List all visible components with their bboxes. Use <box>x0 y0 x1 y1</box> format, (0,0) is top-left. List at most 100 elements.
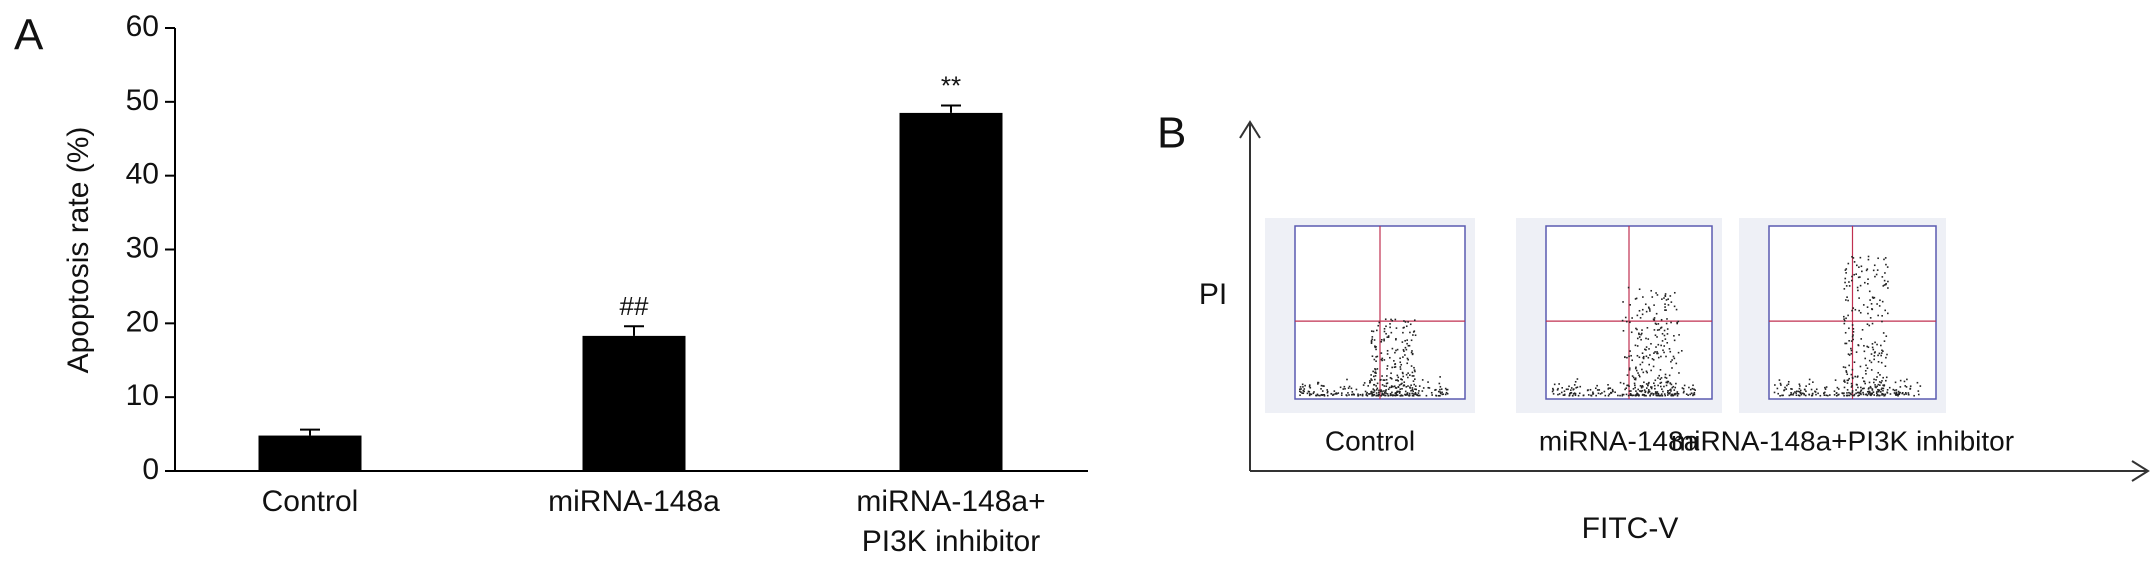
event-dot <box>1572 394 1574 397</box>
event-dot <box>1844 331 1847 334</box>
event-dot <box>1670 360 1672 363</box>
event-dot <box>1389 326 1391 329</box>
x-axis-title: FITC-V <box>1582 512 1679 545</box>
event-dot <box>1639 385 1642 387</box>
event-dot <box>1904 385 1907 387</box>
event-dot <box>1868 390 1870 393</box>
event-dot <box>1838 393 1840 396</box>
event-dot <box>1663 297 1665 299</box>
event-dot <box>1860 265 1863 268</box>
event-dot <box>1614 391 1616 394</box>
event-dot <box>1851 391 1854 394</box>
event-dot <box>1850 373 1853 376</box>
event-dot <box>1882 350 1884 352</box>
event-dot <box>1808 383 1811 385</box>
event-dot <box>1647 389 1650 391</box>
event-dot <box>1884 309 1887 312</box>
event-dot <box>1411 375 1414 377</box>
event-dot <box>1859 311 1862 314</box>
event-dot <box>1628 367 1631 369</box>
event-dot <box>1877 389 1880 391</box>
event-dot <box>1634 377 1637 380</box>
event-dot <box>1400 378 1402 380</box>
event-dot <box>1370 392 1372 395</box>
event-dot <box>1428 387 1431 389</box>
event-dot <box>1873 296 1876 299</box>
event-dot <box>1320 388 1322 390</box>
event-dot <box>1572 393 1575 395</box>
event-dot <box>1414 385 1417 387</box>
event-dot <box>1386 365 1389 367</box>
event-dot <box>1869 393 1872 395</box>
event-dot <box>1687 394 1689 396</box>
event-dot <box>1399 366 1402 368</box>
event-dot <box>1681 387 1684 389</box>
event-dot <box>1692 384 1694 387</box>
event-dot <box>1370 339 1373 342</box>
event-dot <box>1661 388 1663 390</box>
event-dot <box>1848 391 1850 394</box>
event-dot <box>1683 390 1685 393</box>
event-dot <box>1379 390 1382 393</box>
event-dot <box>1878 352 1881 355</box>
event-dot <box>1880 388 1883 391</box>
event-dot <box>1689 393 1691 396</box>
event-dot <box>1866 345 1868 348</box>
event-dot <box>1852 331 1855 333</box>
event-dot <box>1569 392 1572 394</box>
event-dot <box>1658 394 1661 397</box>
event-dot <box>1383 379 1386 381</box>
event-dot <box>1377 324 1380 327</box>
event-dot <box>1310 393 1313 396</box>
event-dot <box>1635 394 1637 396</box>
event-dot <box>1833 394 1836 396</box>
event-dot <box>1303 390 1305 393</box>
event-dot <box>1439 385 1442 388</box>
event-dot <box>1857 386 1859 389</box>
event-dot <box>1411 387 1414 389</box>
event-dot <box>1857 276 1860 279</box>
event-dot <box>1621 394 1624 397</box>
event-dot <box>1664 376 1666 379</box>
event-dot <box>1655 346 1657 348</box>
event-dot <box>1850 349 1853 352</box>
event-dot <box>1625 387 1628 389</box>
event-dot <box>1660 326 1663 329</box>
event-dot <box>1663 393 1666 395</box>
event-dot <box>1391 347 1394 350</box>
event-dot <box>1650 387 1653 390</box>
event-dot <box>1779 382 1782 385</box>
event-dot <box>1374 371 1376 374</box>
event-dot <box>1385 325 1387 328</box>
event-dot <box>1595 394 1597 397</box>
event-dot <box>1671 359 1673 361</box>
event-dot <box>1563 394 1566 396</box>
event-dot <box>1792 392 1795 395</box>
event-dot <box>1663 351 1665 354</box>
event-dot <box>1883 279 1886 282</box>
event-dot <box>1375 356 1377 358</box>
event-dot <box>1394 386 1397 389</box>
event-dot <box>1552 389 1555 391</box>
event-dot <box>1383 359 1386 361</box>
event-dot <box>1647 392 1649 394</box>
event-dot <box>1397 376 1400 379</box>
event-dot <box>1633 394 1635 397</box>
event-dot <box>1393 360 1395 362</box>
event-dot <box>1597 392 1600 395</box>
event-dot <box>1576 378 1579 380</box>
event-dot <box>1895 391 1898 394</box>
event-dot <box>1320 384 1323 387</box>
panel-label: B <box>1157 109 1186 158</box>
event-dot <box>1682 388 1685 390</box>
bar <box>258 435 362 471</box>
event-dot <box>1343 385 1346 388</box>
event-dot <box>1825 394 1828 397</box>
event-dot <box>1395 337 1397 340</box>
event-dot <box>1886 353 1888 356</box>
event-dot <box>1326 394 1329 397</box>
event-dot <box>1399 357 1401 360</box>
event-dot <box>1399 361 1402 364</box>
event-dot <box>1636 392 1639 395</box>
event-dot <box>1843 322 1846 325</box>
